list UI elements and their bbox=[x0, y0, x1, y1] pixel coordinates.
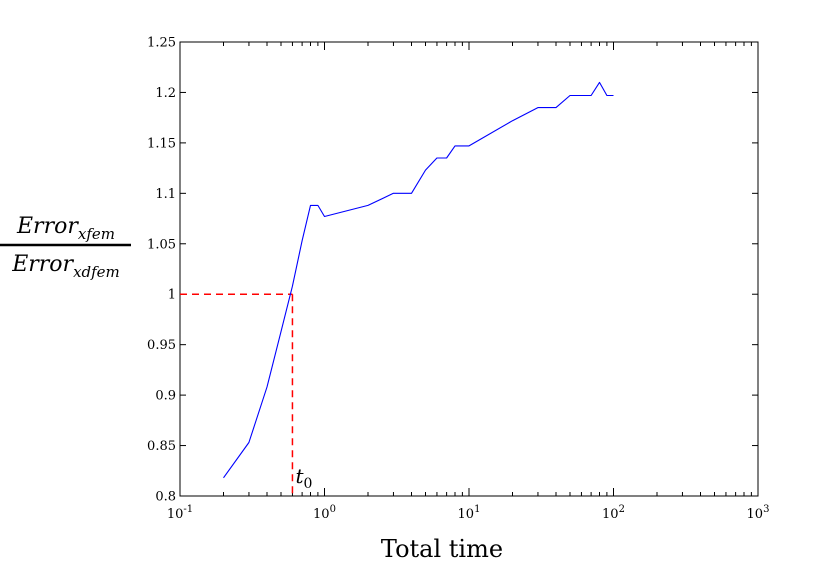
x-tick-label: 10-1 bbox=[167, 504, 193, 522]
y-tick-label: 1.1 bbox=[155, 187, 176, 202]
y-tick-label: 1 bbox=[168, 288, 176, 303]
series-group bbox=[223, 81, 614, 479]
y-tick-label: 0.85 bbox=[147, 439, 176, 454]
y-tick-label: 0.9 bbox=[155, 389, 176, 404]
x-axis-title: Total time bbox=[381, 535, 503, 562]
x-tick-label: 102 bbox=[602, 504, 625, 522]
y-tick-label: 0.95 bbox=[147, 338, 176, 353]
y-axis-title-denominator: Errorxdfem bbox=[11, 252, 120, 281]
y-tick-label: 1.05 bbox=[147, 237, 176, 252]
x-tick-labels: 10-1 100 101 102 103 bbox=[167, 504, 770, 522]
y-tick-label: 1.25 bbox=[147, 36, 176, 51]
plot-area bbox=[179, 41, 759, 497]
t0-label: t0 bbox=[295, 464, 312, 492]
y-axis-title-numerator: Errorxfem bbox=[16, 214, 115, 243]
y-axis-title: Errorxfem Errorxdfem bbox=[0, 214, 131, 281]
series-line bbox=[223, 81, 614, 479]
y-tick-label: 1.15 bbox=[147, 136, 176, 151]
x-tick-label: 101 bbox=[458, 504, 481, 522]
y-tick-labels: 0.8 0.85 0.9 0.95 1 1.05 1.1 1.15 1.2 1.25 bbox=[147, 36, 176, 505]
x-tick-label: 100 bbox=[313, 504, 336, 522]
t0-marker: t0 bbox=[180, 293, 312, 496]
y-tick-label: 0.8 bbox=[155, 490, 176, 505]
x-tick-label: 103 bbox=[747, 504, 770, 522]
y-tick-label: 1.2 bbox=[155, 86, 176, 101]
